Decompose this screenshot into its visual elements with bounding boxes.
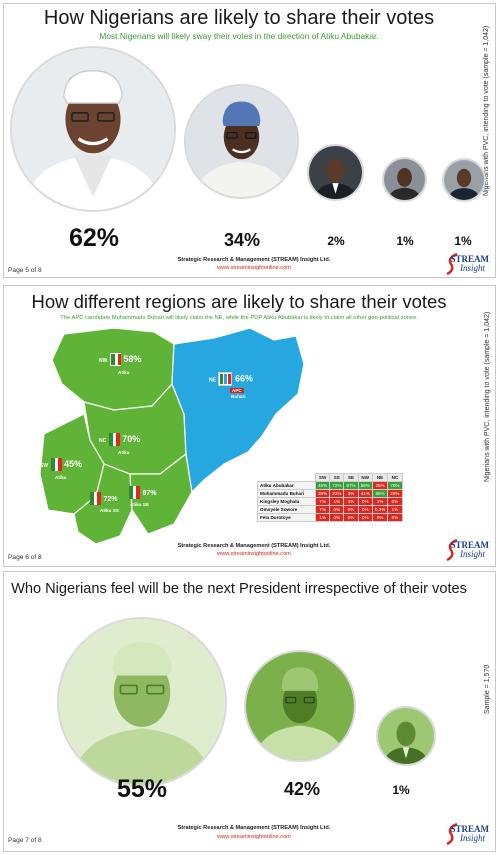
result-cell: 41% xyxy=(357,489,373,498)
region-nw-label: NW 58% xyxy=(99,353,141,366)
sample-label: Sample = 1,570 xyxy=(484,664,491,714)
result-cell: 0% xyxy=(357,505,373,514)
slide-subtitle: Most Nigerians will likely sway their vo… xyxy=(99,31,379,41)
slide-title: How Nigerians are likely to share their … xyxy=(43,7,435,29)
region-ne-label: NE 66% xyxy=(209,372,253,386)
table-row: Muhammadu Buhari 39% 22% 3% 41% 66% 28% xyxy=(257,489,403,498)
durotoye-percent: 1% xyxy=(454,234,472,248)
candidate-photo-buhari xyxy=(184,84,299,199)
region-nc-label: NC 70% xyxy=(99,433,140,446)
result-cell: 72% xyxy=(329,481,345,490)
slide-subtitle: The APC candidate Muhammadu Buhari will … xyxy=(60,315,418,321)
atiku-percent: 55% xyxy=(116,775,168,803)
result-cell: 0% xyxy=(329,513,345,522)
map-zone-ne xyxy=(171,327,305,494)
table-row: Atiku Abubakar 45% 72% 97% 58% 25% 70% xyxy=(257,481,403,490)
region-ss-label: 72% xyxy=(90,492,118,505)
result-cell: 0% xyxy=(343,513,359,522)
table-row: Fela Durotoye 1% 0% 0% 0% 0% 0% xyxy=(257,513,403,522)
map-zone-nw xyxy=(51,327,175,411)
result-cell: 22% xyxy=(329,489,345,498)
regional-results-table: SW SS SE NW NE NC Atiku Abubakar 45% 72% 97… xyxy=(257,473,403,522)
result-cell: 1% xyxy=(371,497,389,506)
result-cell: 0.3% xyxy=(371,505,389,514)
candidate-name-cell: Muhammadu Buhari xyxy=(257,489,316,498)
result-cell: 1% xyxy=(329,497,345,506)
moghalu-percent: 2% xyxy=(327,234,345,248)
footer-company: Strategic Research & Management (STREAM)… xyxy=(177,543,331,549)
slide-title: How different regions are likely to shar… xyxy=(31,291,447,312)
table-row: Omoyele Sowore 7% 0% 0% 0% 0.3% 1% xyxy=(257,505,403,514)
candidate-name-cell: Kingsley Moghalu xyxy=(257,497,316,506)
result-cell: 1% xyxy=(387,505,403,514)
slide-next-president: Who Nigerians feel will be the next Pres… xyxy=(3,571,496,852)
candidate-photo-moghalu xyxy=(376,706,436,766)
candidate-photo-moghalu xyxy=(307,144,364,201)
candidate-photo-sowore xyxy=(382,157,427,202)
footer-company: Strategic Research & Management (STREAM)… xyxy=(177,257,331,263)
nigeria-region-map xyxy=(39,327,305,545)
table-row: Kingsley Moghalu 7% 1% 1% 0% 1% 0% xyxy=(257,497,403,506)
sample-label: Nigerians with PVC, intending to vote (s… xyxy=(484,311,491,482)
result-cell: 0% xyxy=(387,513,403,522)
result-cell: 25% xyxy=(371,481,389,490)
apc-logo xyxy=(218,372,233,386)
region-se-label: 97% xyxy=(129,486,157,499)
slide-vote-share: How Nigerians are likely to share their … xyxy=(3,3,496,278)
result-cell: 0% xyxy=(387,497,403,506)
page-number: Page 6 of 8 xyxy=(8,554,42,561)
result-cell: 0% xyxy=(329,505,345,514)
candidate-photo-atiku xyxy=(57,617,227,787)
candidate-name-cell: Omoyele Sowore xyxy=(257,505,316,514)
stream-insight-logo: STREAM Insight xyxy=(445,822,489,846)
map-zone-se xyxy=(129,452,193,535)
buhari-percent: 42% xyxy=(283,779,321,799)
page-number: Page 5 of 8 xyxy=(8,267,42,274)
result-cell: 1% xyxy=(343,497,359,506)
result-cell: 70% xyxy=(387,481,403,490)
footer-company: Strategic Research & Management (STREAM)… xyxy=(177,825,331,831)
candidate-name-cell: Fela Durotoye xyxy=(257,513,316,522)
candidate-photo-buhari xyxy=(244,650,356,762)
sowore-percent: 1% xyxy=(396,234,414,248)
slide-regional-share: How different regions are likely to shar… xyxy=(3,285,496,567)
result-cell: 45% xyxy=(314,481,331,490)
result-cell: 7% xyxy=(314,497,331,506)
footer-url[interactable]: www.streaminsightonline.com xyxy=(217,265,291,271)
result-cell: 0% xyxy=(371,513,389,522)
candidate-name-cell: Atiku Abubakar xyxy=(257,481,316,490)
result-cell: 97% xyxy=(343,481,359,490)
result-cell: 0% xyxy=(343,505,359,514)
footer-url[interactable]: www.streaminsightonline.com xyxy=(217,834,291,840)
atiku-percent: 62% xyxy=(68,224,120,252)
stream-insight-logo: STREAM Insight xyxy=(445,252,489,276)
result-cell: 58% xyxy=(357,481,373,490)
pdp-logo xyxy=(109,353,121,366)
result-cell: 39% xyxy=(314,489,331,498)
result-cell: 1% xyxy=(314,513,331,522)
result-cell: 0% xyxy=(357,513,373,522)
page-number: Page 7 of 8 xyxy=(8,837,42,844)
stream-insight-logo: STREAM Insight xyxy=(445,538,489,562)
result-cell: 0% xyxy=(357,497,373,506)
slide-title: Who Nigerians feel will be the next Pres… xyxy=(11,581,467,597)
footer-url[interactable]: www.streaminsightonline.com xyxy=(217,551,291,557)
result-cell: 66% xyxy=(371,489,389,498)
moghalu-percent: 1% xyxy=(392,783,410,797)
result-cell: 7% xyxy=(314,505,331,514)
buhari-percent: 34% xyxy=(223,230,261,250)
candidate-photo-durotoye xyxy=(442,158,486,202)
candidate-photo-atiku xyxy=(10,46,176,212)
result-cell: 3% xyxy=(343,489,359,498)
region-sw-label: SW 45% xyxy=(40,458,82,471)
result-cell: 28% xyxy=(387,489,403,498)
